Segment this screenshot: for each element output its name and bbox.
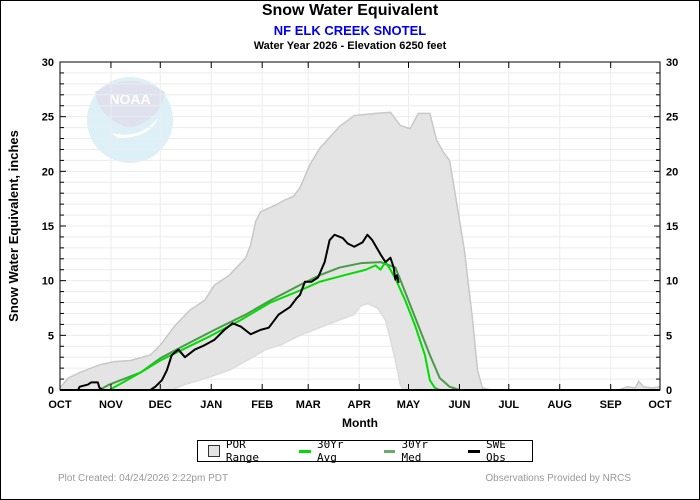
legend-label: 30Yr Avg bbox=[316, 438, 344, 464]
por-max-edge bbox=[59, 111, 661, 391]
legend-item-swe-obs: SWE Obs bbox=[468, 438, 532, 464]
legend-item-30yr-avg: 30Yr Avg bbox=[299, 438, 370, 464]
x-tick-label: APR bbox=[348, 399, 371, 411]
station-name: NF ELK CREEK SNOTEL bbox=[273, 23, 427, 38]
x-tick-label: MAY bbox=[397, 399, 421, 411]
30yr-avg-line bbox=[60, 261, 660, 391]
noaa-logo-text: NOAA bbox=[109, 91, 150, 107]
y-tick-label-right: 5 bbox=[666, 330, 672, 342]
30yr-med-swatch bbox=[383, 449, 396, 453]
30yr-med-line bbox=[60, 261, 660, 391]
por-range-band bbox=[59, 111, 661, 391]
por-range-area bbox=[60, 112, 660, 390]
data-provider: Observations Provided by NRCS bbox=[485, 473, 631, 484]
water-year-elevation: Water Year 2026 - Elevation 6250 feet bbox=[253, 40, 447, 52]
y-tick-label-left: 5 bbox=[48, 330, 54, 342]
x-tick-label: OCT bbox=[648, 399, 672, 411]
y-tick-label-right: 30 bbox=[666, 57, 678, 69]
legend-label: SWE Obs bbox=[485, 438, 506, 464]
por-min-edge bbox=[60, 302, 660, 391]
x-tick-label: JAN bbox=[200, 399, 222, 411]
y-tick-label-right: 20 bbox=[666, 166, 678, 178]
30yr-avg-swatch bbox=[299, 449, 311, 453]
x-tick-label: MAR bbox=[296, 399, 321, 411]
x-tick-label: JUL bbox=[498, 399, 519, 411]
legend-label: 30Yr Med bbox=[401, 438, 428, 464]
y-tick-label-right: 25 bbox=[666, 112, 678, 124]
x-tick-label: SEP bbox=[600, 399, 622, 411]
x-axis-label: Month bbox=[342, 416, 378, 430]
x-tick-label: OCT bbox=[48, 399, 72, 411]
legend: POR Range 30Yr Avg 30Yr Med SWE Obs bbox=[197, 438, 533, 464]
x-tick-label: NOV bbox=[99, 399, 124, 411]
legend-label: POR Range bbox=[225, 438, 260, 464]
y-tick-label-left: 25 bbox=[42, 112, 54, 124]
y-tick-label-left: 10 bbox=[42, 276, 54, 288]
x-tick-label: DEC bbox=[149, 399, 172, 411]
x-tick-label: AUG bbox=[547, 399, 571, 411]
axes: 0 0 5 5 10 10 15 15 20 20 25 25 30 30 OCT NOV DEC JAN FEB M… bbox=[42, 57, 679, 411]
x-tick-label: FEB bbox=[251, 399, 273, 411]
y-tick-label-left: 30 bbox=[42, 57, 54, 69]
y-axis-label: Snow Water Equivalent, inches bbox=[6, 130, 21, 322]
x-tick-label: JUN bbox=[448, 399, 470, 411]
legend-item-30yr-med: 30Yr Med bbox=[383, 438, 455, 464]
legend-item-por-range: POR Range bbox=[208, 438, 285, 464]
y-tick-label-left: 0 bbox=[48, 385, 54, 397]
y-tick-label-right: 10 bbox=[666, 276, 678, 288]
por-range-swatch bbox=[208, 445, 220, 457]
swe-obs-swatch bbox=[468, 449, 480, 453]
y-tick-label-right: 0 bbox=[666, 385, 672, 397]
y-tick-label-left: 15 bbox=[42, 221, 54, 233]
y-tick-label-right: 15 bbox=[666, 221, 678, 233]
y-tick-label-left: 20 bbox=[42, 166, 54, 178]
plot-created: Plot Created: 04/24/2026 2:22pm PDT bbox=[58, 473, 229, 484]
chart-title: Snow Water Equivalent bbox=[261, 2, 439, 19]
